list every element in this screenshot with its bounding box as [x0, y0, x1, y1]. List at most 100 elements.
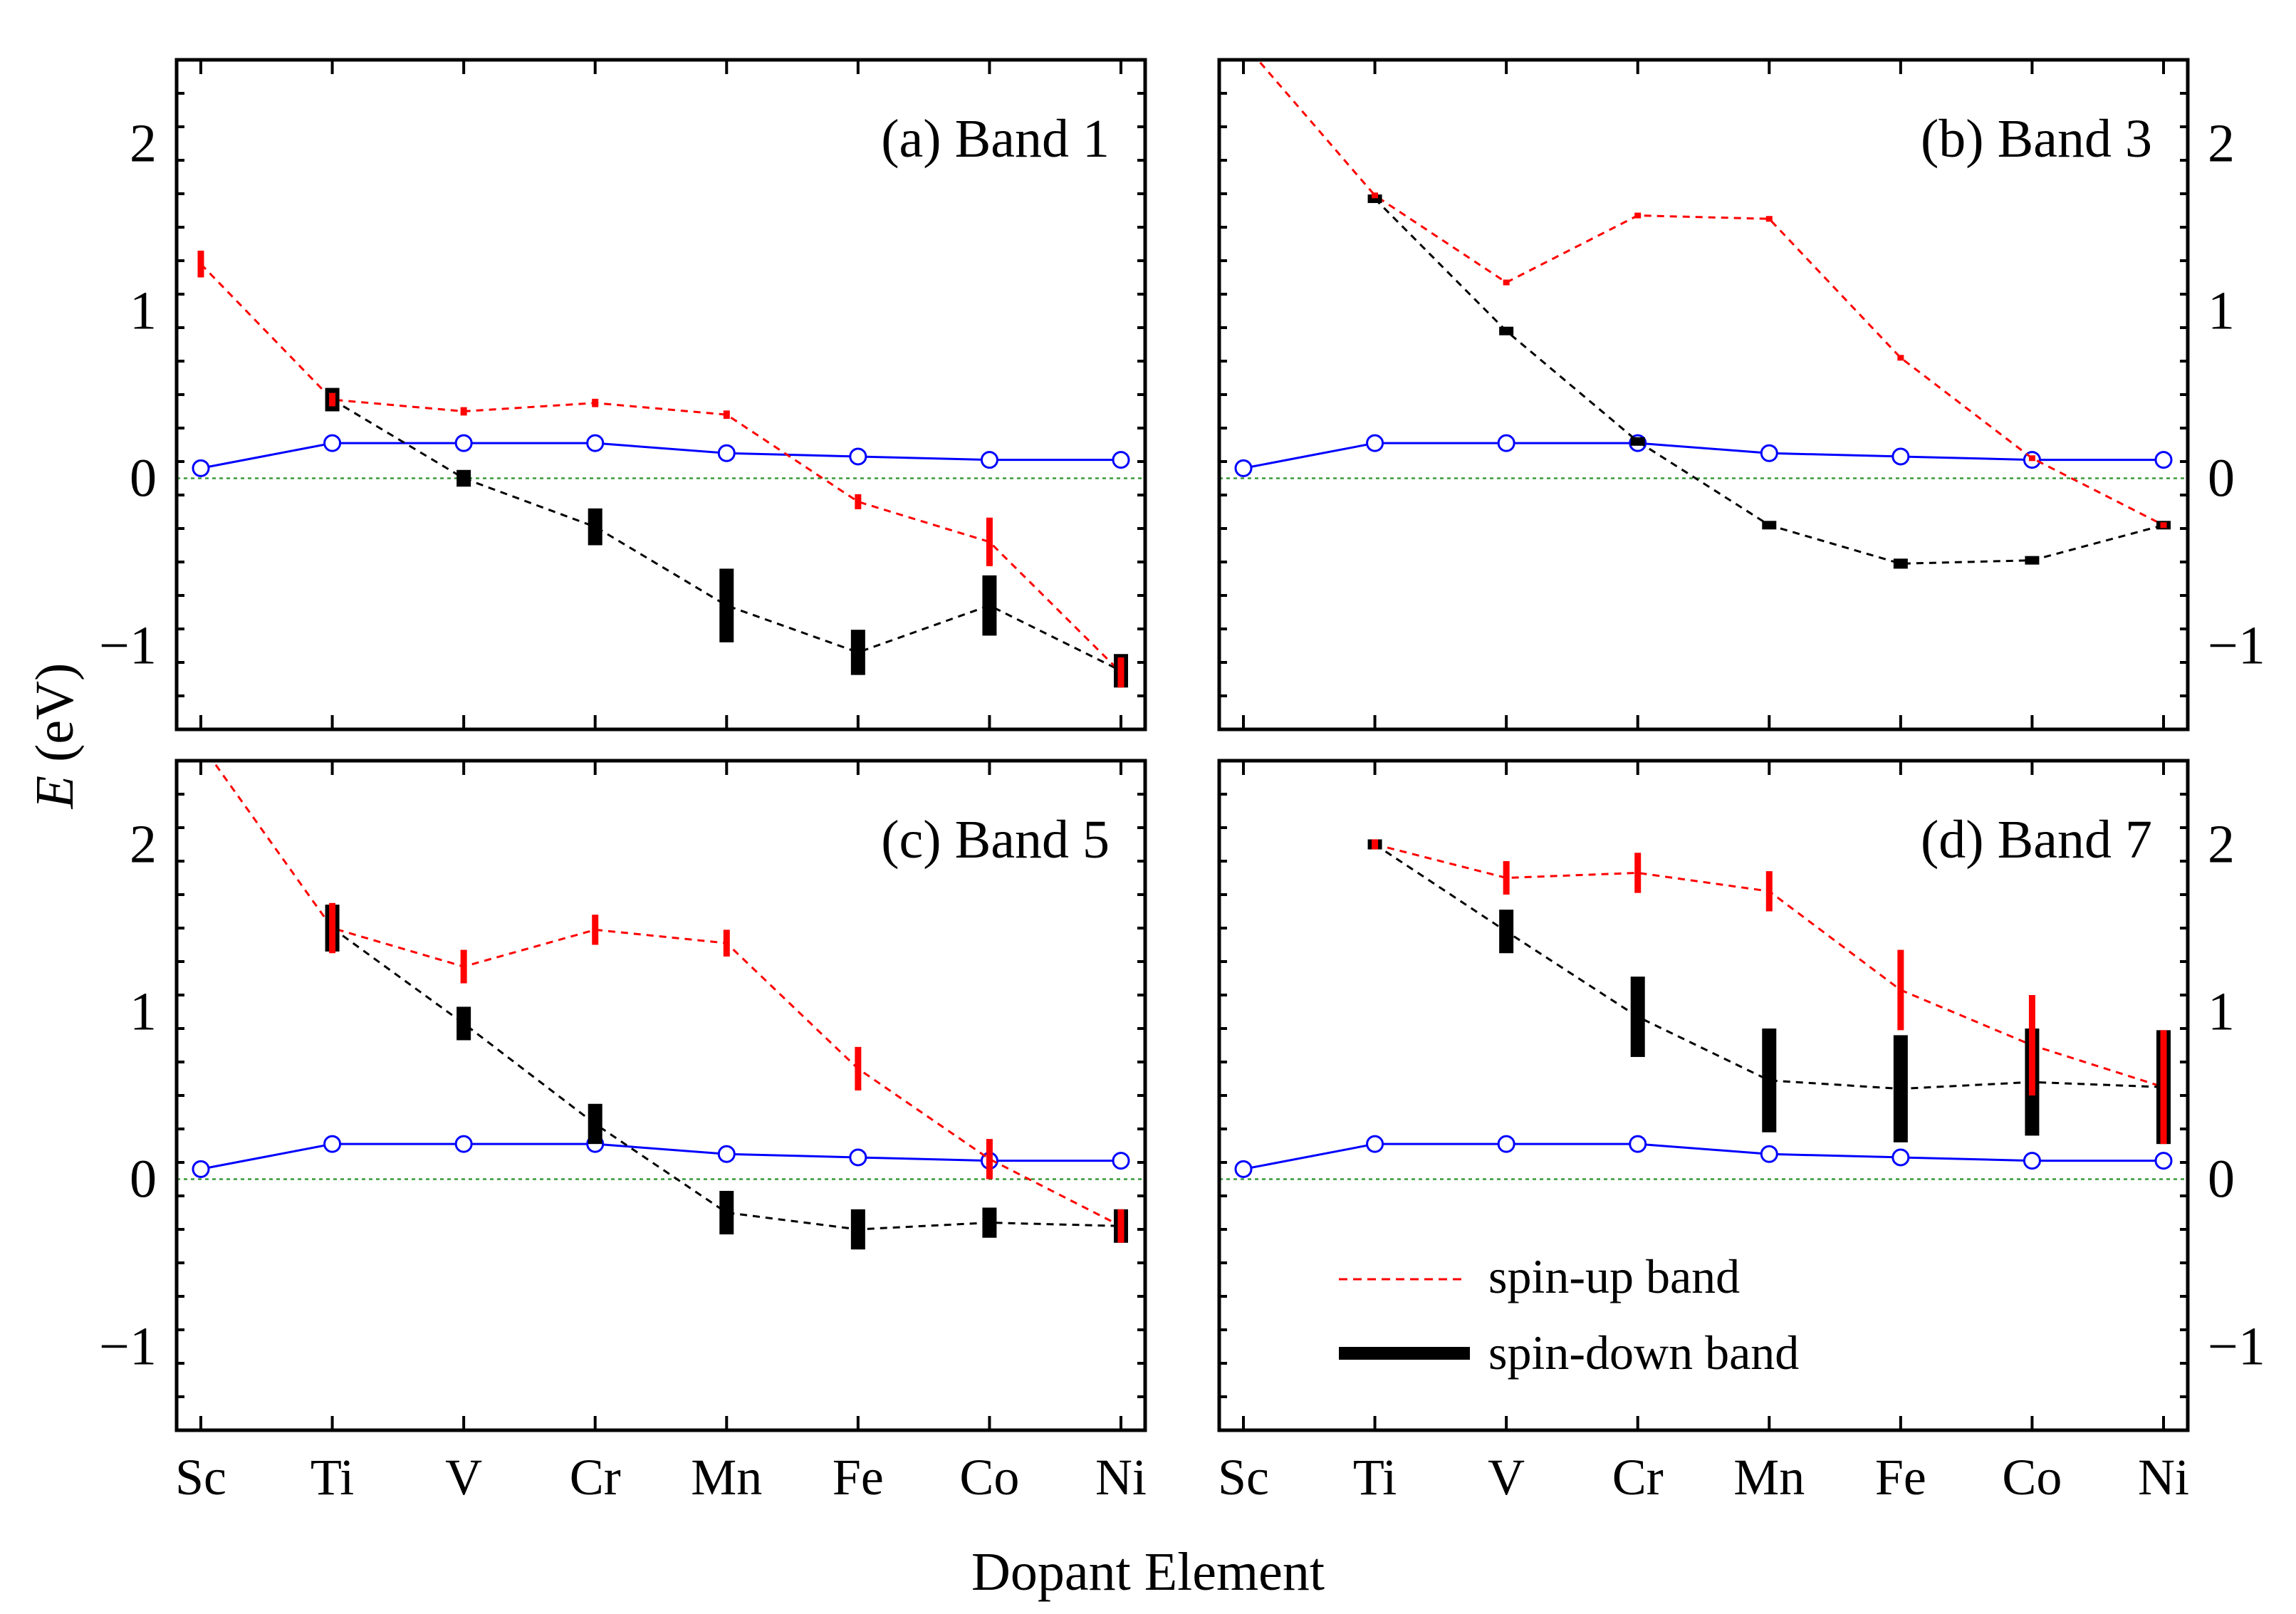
y-tick-label: −1	[2208, 1317, 2265, 1377]
panel-title: (a) Band 1	[881, 109, 1110, 169]
spin-up-bar	[592, 915, 599, 945]
spin-up-bar	[592, 398, 599, 407]
spin-up-bar	[1503, 279, 1510, 286]
x-tick-label: Co	[959, 1449, 1019, 1506]
panels: −1 0 1 2 (a) Band 1 −1 0 1 2 (b) Band 3 Sc Ti V Cr Mn F…	[99, 58, 2265, 1506]
reference-point	[192, 1160, 210, 1178]
reference-line	[200, 442, 1121, 469]
x-axis-title: Dopant Element	[971, 1542, 1325, 1602]
x-tick-label: Fe	[833, 1449, 884, 1506]
reference-point	[849, 447, 867, 466]
spin-up-bar	[1634, 212, 1642, 219]
x-tick-label: Ti	[311, 1449, 354, 1506]
panel-3: Sc Ti V Cr Mn Fe Co Ni −1 0 1 2 (c) Band 5	[99, 759, 1147, 1506]
spin-up-bar	[1765, 216, 1773, 222]
spin-up-bar	[460, 407, 467, 416]
reference-point	[1629, 1135, 1647, 1153]
y-tick-label: 2	[130, 815, 157, 875]
reference-line	[200, 1142, 1121, 1170]
x-tick-label: Mn	[1733, 1449, 1805, 1506]
y-tick-label: 1	[130, 281, 157, 341]
spin-up-bar	[329, 392, 336, 407]
y-tick-label: −1	[99, 616, 157, 676]
reference-point	[586, 434, 605, 452]
y-axis-title-unit: (eV)	[25, 663, 85, 776]
y-axis-title-symbol: E	[25, 776, 85, 809]
reference-point	[323, 434, 342, 452]
legend-spin-up-label: spin-up band	[1488, 1249, 1740, 1303]
y-tick-label: 0	[2208, 449, 2235, 509]
y-axis-title: E (eV)	[25, 663, 85, 810]
spin-down-bar	[588, 1103, 602, 1145]
spin-up-bar	[723, 410, 730, 420]
x-tick-label: Fe	[1875, 1449, 1926, 1506]
spin-down-line	[1374, 197, 2164, 565]
panel-1: −1 0 1 2 (a) Band 1	[99, 58, 1147, 731]
spin-up-bar	[1897, 355, 1904, 361]
x-tick-label: Sc	[175, 1449, 226, 1506]
spin-up-bar	[855, 494, 862, 509]
spin-down-bar	[1630, 437, 1645, 446]
spin-down-bar	[1367, 194, 1382, 204]
plot-area	[1219, 839, 2188, 1180]
spin-down-bar	[1630, 977, 1645, 1057]
spin-down-bar	[1893, 1035, 1908, 1142]
spin-down-bar	[2025, 556, 2040, 565]
reference-point	[1497, 434, 1515, 452]
spin-up-bar	[2028, 995, 2035, 1095]
spin-down-bar	[588, 508, 602, 546]
reference-point	[1760, 1145, 1778, 1163]
y-tick-label: 2	[2208, 815, 2235, 875]
spin-up-bar	[1897, 949, 1904, 1031]
reference-point	[1234, 459, 1253, 477]
legend-spin-down-label: spin-down band	[1488, 1326, 1799, 1380]
spin-up-bar	[1117, 657, 1124, 688]
spin-up-bar	[1765, 871, 1773, 912]
reference-point	[323, 1135, 342, 1153]
spin-up-bar	[197, 250, 204, 278]
reference-point	[1497, 1135, 1515, 1153]
y-tick-label: 1	[2208, 281, 2235, 341]
y-tick-label: 2	[130, 114, 157, 174]
x-tick-label: Ni	[1095, 1449, 1147, 1506]
x-tick-label: V	[1488, 1449, 1525, 1506]
panel-2: −1 0 1 2 (b) Band 3	[1217, 58, 2265, 731]
spin-up-line	[1256, 60, 2164, 526]
spin-up-bar	[2160, 1030, 2167, 1145]
panel-4: Sc Ti V Cr Mn Fe Co Ni −1 0 1 2 (d) Band 7	[1217, 759, 2265, 1506]
spin-down-bar	[1762, 1029, 1777, 1133]
reference-point	[1234, 1160, 1253, 1178]
panel-title: (c) Band 5	[881, 810, 1110, 870]
spin-up-bar	[460, 949, 467, 984]
spin-down-bar	[456, 1006, 471, 1041]
reference-point	[1112, 1152, 1130, 1170]
spin-up-bar	[723, 930, 730, 957]
y-tick-label: 0	[2208, 1150, 2235, 1209]
spin-down-bar	[1499, 910, 1514, 954]
spin-up-line	[211, 761, 1122, 1227]
reference-point	[849, 1148, 867, 1167]
spin-down-bar	[1762, 521, 1777, 530]
spin-down-bar	[719, 568, 734, 642]
spin-down-bar	[982, 575, 997, 636]
spin-down-bar	[719, 1190, 734, 1235]
x-tick-label: Co	[2002, 1449, 2062, 1506]
reference-point	[192, 459, 210, 477]
reference-point	[1366, 434, 1384, 452]
reference-point	[1112, 451, 1130, 469]
spin-up-bar	[986, 517, 993, 566]
spin-up-bar	[1503, 861, 1510, 895]
reference-point	[717, 444, 736, 462]
spin-down-bar	[982, 1207, 997, 1238]
y-tick-label: 0	[130, 1150, 157, 1209]
legend: spin-up band spin-down band	[1339, 1249, 1799, 1380]
x-tick-label: V	[445, 1449, 482, 1506]
x-tick-label: Cr	[570, 1449, 621, 1506]
spin-up-bar	[1117, 1209, 1124, 1243]
reference-point	[2154, 1152, 2173, 1170]
y-tick-label: 1	[2208, 982, 2235, 1042]
reference-point	[454, 1135, 473, 1153]
spin-up-bar	[2160, 522, 2167, 529]
spin-up-bar	[329, 902, 336, 954]
